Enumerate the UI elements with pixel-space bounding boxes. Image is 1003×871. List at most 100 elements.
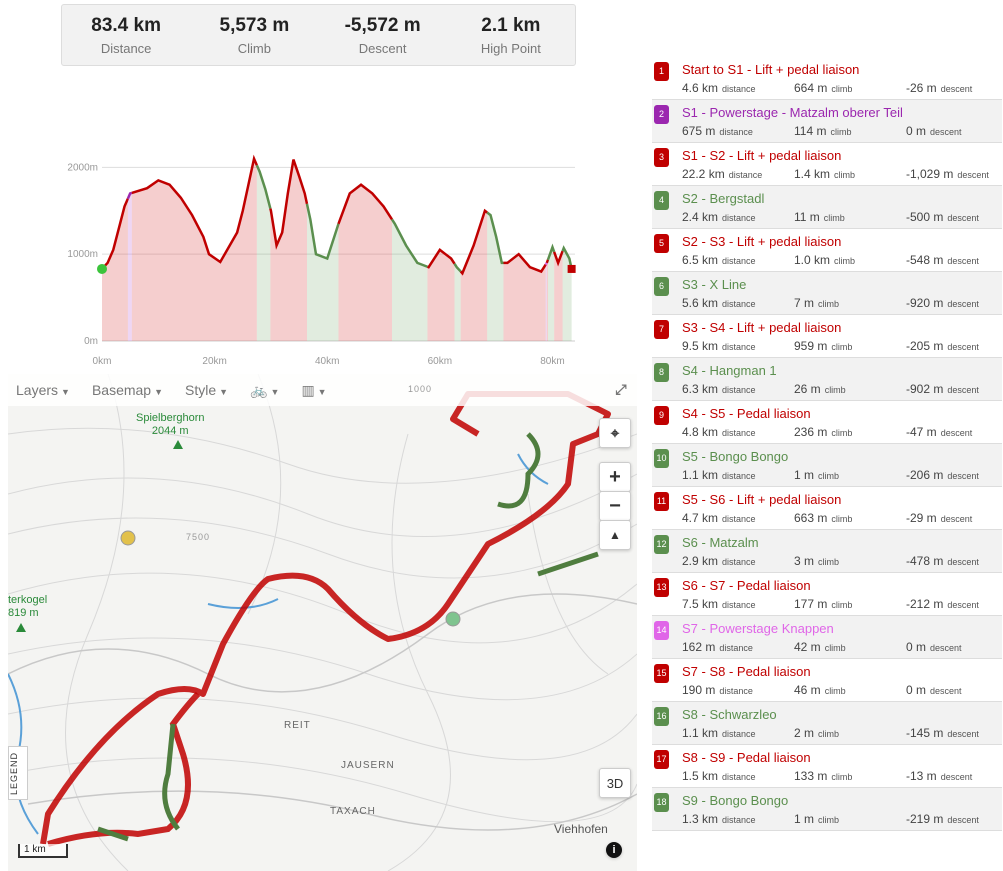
segment-number-badge: 17 xyxy=(654,750,669,769)
segment-name[interactable]: S1 - Powerstage - Matzalm oberer Teil xyxy=(682,105,903,120)
segment-row[interactable]: 5 S2 - S3 - Lift + pedal liaison 6.5 km dis… xyxy=(652,229,1002,272)
north-button[interactable]: ▲ xyxy=(599,520,631,550)
zoom-in-button[interactable]: + xyxy=(599,462,631,492)
waypoint-icon[interactable] xyxy=(120,530,136,546)
zoom-out-button[interactable]: − xyxy=(599,491,631,521)
layers-menu[interactable]: Layers ▼ xyxy=(16,382,70,398)
segment-name[interactable]: S6 - Matzalm xyxy=(682,535,759,550)
elevation-line xyxy=(552,250,564,267)
waypoint-icon[interactable] xyxy=(445,611,461,627)
segment-name[interactable]: S2 - Bergstadl xyxy=(682,191,765,206)
segment-row[interactable]: 3 S1 - S2 - Lift + pedal liaison 22.2 km di… xyxy=(652,143,1002,186)
segment-row[interactable]: 8 S4 - Hangman 1 6.3 km distance 26 m climb -9… xyxy=(652,358,1002,401)
climb-unit-label: climb xyxy=(824,686,846,696)
elevation-line xyxy=(126,191,133,200)
descent-unit-label: descent xyxy=(947,815,979,825)
style-menu[interactable]: Style ▼ xyxy=(185,382,229,398)
elevation-profile-chart[interactable]: 2000m 1000m 0m 0km 20km 40km 60km 80km xyxy=(60,150,590,370)
descent-unit-label: descent xyxy=(947,600,979,610)
climb-unit-label: climb xyxy=(831,772,853,782)
segment-name[interactable]: S5 - S6 - Lift + pedal liaison xyxy=(682,492,842,507)
segment-row[interactable]: 10 S5 - Bongo Bongo 1.1 km distance 1 m climb… xyxy=(652,444,1002,487)
descent-unit-label: descent xyxy=(930,686,962,696)
segment-name[interactable]: S7 - S8 - Pedal liaison xyxy=(682,664,811,679)
x-tick-label: 0km xyxy=(93,356,112,367)
segment-row[interactable]: 2 S1 - Powerstage - Matzalm oberer Teil 67… xyxy=(652,100,1002,143)
segment-name[interactable]: S3 - S4 - Lift + pedal liaison xyxy=(682,320,842,335)
descent-unit-label: descent xyxy=(947,342,979,352)
bike-style-button[interactable]: 🚲 ▼ xyxy=(250,381,280,398)
elevation-line xyxy=(561,245,573,270)
segment-distance: 4.7 km xyxy=(682,511,719,525)
stat-descent: -5,572 m Descent xyxy=(344,15,421,56)
segment-distance: 6.5 km xyxy=(682,253,719,267)
segment-row[interactable]: 15 S7 - S8 - Pedal liaison 190 m distance 46… xyxy=(652,659,1002,702)
map-type-button[interactable]: ▥ ▼ xyxy=(301,381,327,398)
segment-distance: 2.4 km xyxy=(682,210,719,224)
segment-climb: 7 m xyxy=(794,296,815,310)
segment-name[interactable]: S4 - Hangman 1 xyxy=(682,363,777,378)
segment-distance: 9.5 km xyxy=(682,339,719,353)
segment-number-badge: 6 xyxy=(654,277,669,296)
descent-unit-label: descent xyxy=(947,385,979,395)
segment-row[interactable]: 13 S6 - S7 - Pedal liaison 7.5 km distance 1… xyxy=(652,573,1002,616)
segment-name[interactable]: S8 - Schwarzleo xyxy=(682,707,777,722)
segment-descent: -902 m xyxy=(906,382,944,396)
descent-unit-label: descent xyxy=(947,471,979,481)
segment-row[interactable]: 4 S2 - Bergstadl 2.4 km distance 11 m climb -5… xyxy=(652,186,1002,229)
segment-number-badge: 14 xyxy=(654,621,669,640)
segment-climb: 133 m xyxy=(794,769,828,783)
segment-number-badge: 16 xyxy=(654,707,669,726)
segment-distance: 1.1 km xyxy=(682,726,719,740)
climb-unit-label: climb xyxy=(830,127,852,137)
fullscreen-button[interactable]: ⤢ xyxy=(615,380,627,397)
segment-number-badge: 3 xyxy=(654,148,669,167)
segment-row[interactable]: 7 S3 - S4 - Lift + pedal liaison 9.5 km dis… xyxy=(652,315,1002,358)
segment-number-badge: 4 xyxy=(654,191,669,210)
segment-climb: 46 m xyxy=(794,683,821,697)
segment-row[interactable]: 11 S5 - S6 - Lift + pedal liaison 4.7 km di… xyxy=(652,487,1002,530)
info-button[interactable]: i xyxy=(606,842,622,858)
segment-row[interactable]: 9 S4 - S5 - Pedal liaison 4.8 km distance 23… xyxy=(652,401,1002,444)
end-marker xyxy=(567,264,576,273)
segment-name[interactable]: S1 - S2 - Lift + pedal liaison xyxy=(682,148,842,163)
map-scale: 1 km xyxy=(18,844,68,858)
segment-row[interactable]: 16 S8 - Schwarzleo 1.1 km distance 2 m climb -… xyxy=(652,702,1002,745)
segment-descent: -13 m xyxy=(906,769,937,783)
distance-unit-label: distance xyxy=(722,256,756,266)
segment-descent: -1,029 m xyxy=(906,167,954,181)
segment-climb: 3 m xyxy=(794,554,815,568)
3d-button[interactable]: 3D xyxy=(599,768,631,798)
segment-name[interactable]: S5 - Bongo Bongo xyxy=(682,449,789,464)
segment-name[interactable]: S3 - X Line xyxy=(682,277,747,292)
segment-row[interactable]: 12 S6 - Matzalm 2.9 km distance 3 m climb -478… xyxy=(652,530,1002,573)
elevation-line xyxy=(453,263,462,273)
map-toolbar: Layers ▼ Basemap ▼ Style ▼ 🚲 ▼ ▥ ▼ xyxy=(8,374,637,406)
segment-name[interactable]: S6 - S7 - Pedal liaison xyxy=(682,578,811,593)
descent-unit-label: descent xyxy=(940,514,973,524)
segment-number-badge: 9 xyxy=(654,406,669,425)
segment-name[interactable]: S9 - Bongo Bongo xyxy=(682,793,789,808)
segment-row[interactable]: 14 S7 - Powerstage Knappen 162 m distance 42… xyxy=(652,616,1002,659)
segment-name[interactable]: S2 - S3 - Lift + pedal liaison xyxy=(682,234,842,249)
climb-unit-label: climb xyxy=(818,815,840,825)
segment-number-badge: 7 xyxy=(654,320,669,339)
segment-row[interactable]: 1 Start to S1 - Lift + pedal liaison 4.6 k… xyxy=(652,57,1002,100)
segment-name[interactable]: S4 - S5 - Pedal liaison xyxy=(682,406,811,421)
descent-unit-label: descent xyxy=(957,170,989,180)
segment-descent: -212 m xyxy=(906,597,944,611)
legend-tab[interactable]: LEGEND xyxy=(8,746,28,800)
segment-name[interactable]: S7 - Powerstage Knappen xyxy=(682,621,834,636)
segment-climb: 26 m xyxy=(794,382,821,396)
segment-name[interactable]: S8 - S9 - Pedal liaison xyxy=(682,750,811,765)
segment-row[interactable]: 6 S3 - X Line 5.6 km distance 7 m climb -920 m… xyxy=(652,272,1002,315)
segment-row[interactable]: 18 S9 - Bongo Bongo 1.3 km distance 1 m climb… xyxy=(652,788,1002,831)
start-marker xyxy=(97,263,107,274)
locate-button[interactable]: ⌖ xyxy=(599,418,631,448)
segment-descent: 0 m xyxy=(906,124,927,138)
segment-distance: 675 m xyxy=(682,124,716,138)
segment-name[interactable]: Start to S1 - Lift + pedal liaison xyxy=(682,62,860,77)
trail-map[interactable]: Layers ▼ Basemap ▼ Style ▼ 🚲 ▼ ▥ ▼ ⤢ ⌖ + − ▲ … xyxy=(8,374,637,871)
basemap-menu[interactable]: Basemap ▼ xyxy=(91,382,164,398)
segment-row[interactable]: 17 S8 - S9 - Pedal liaison 1.5 km distance 1… xyxy=(652,745,1002,788)
